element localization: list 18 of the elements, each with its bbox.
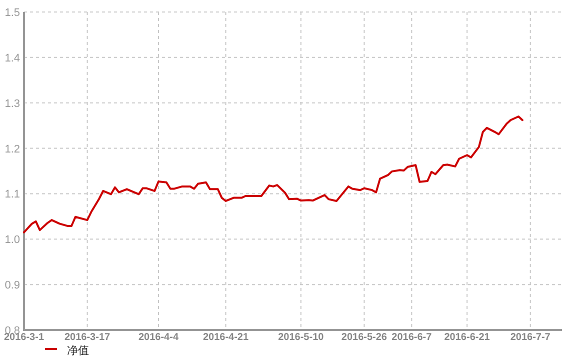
x-tick-label: 2016-4-21 <box>202 332 249 343</box>
y-tick-label: 1.0 <box>4 234 20 246</box>
x-tick-label: 2016-7-7 <box>510 332 551 343</box>
y-tick-label: 0.9 <box>4 280 20 292</box>
x-tick-label: 2016-5-26 <box>341 332 388 343</box>
y-tick-label: 1.5 <box>4 7 20 19</box>
line-series <box>23 115 524 234</box>
y-tick-label: 1.3 <box>4 98 20 110</box>
x-tick-label: 2016-4-4 <box>138 332 179 343</box>
x-tick-label: 2016-5-10 <box>278 332 324 343</box>
y-tick-label: 1.2 <box>4 143 20 156</box>
y-tick-label: 1.1 <box>4 188 20 201</box>
x-tick-label: 2016-6-21 <box>444 332 490 343</box>
x-tick-label: 2016-3-17 <box>64 332 111 343</box>
x-tick-label: 2016-3-1 <box>4 332 44 343</box>
y-tick-label: 1.4 <box>4 52 20 64</box>
legend-label: 净值 <box>67 345 89 356</box>
x-tick-label: 2016-6-7 <box>392 332 432 343</box>
